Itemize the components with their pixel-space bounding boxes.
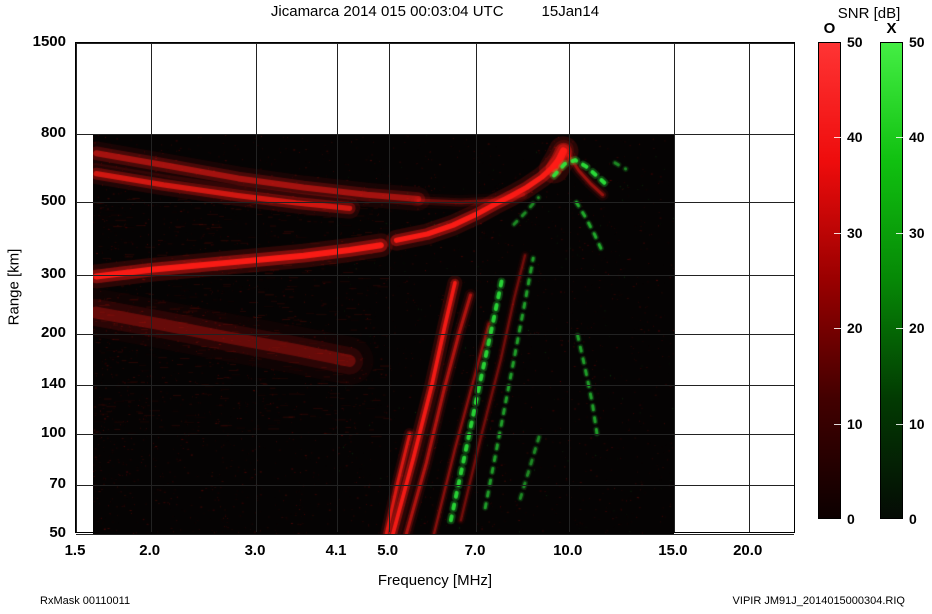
x-tick-label: 10.0 (553, 542, 583, 559)
colorbar-tick-mark (834, 423, 841, 425)
x-tick-label: 4.1 (325, 542, 347, 559)
x-tick-label: 5.0 (377, 542, 399, 559)
x-gridline (150, 43, 152, 532)
y-gridline (76, 275, 794, 277)
colorbar-tick-label: 0 (847, 511, 855, 527)
x-gridline (76, 43, 77, 532)
x-gridline (256, 43, 257, 532)
colorbar-tick-mark (896, 328, 903, 330)
y-tick-label: 70 (49, 475, 66, 493)
colorbar-tick-label: 40 (847, 129, 863, 146)
y-tick-label: 140 (40, 375, 66, 393)
y-axis-title: Range [km] (5, 248, 23, 326)
y-gridline (76, 385, 794, 387)
colorbar-tick-label: 50 (909, 34, 925, 50)
colorbar-title: SNR [dB] (837, 5, 901, 22)
colorbar-tick-label: 30 (847, 224, 863, 241)
colorbar-tick-label: 20 (847, 320, 863, 337)
colorbar-tick-label: 50 (847, 34, 863, 50)
y-tick-label: 800 (40, 123, 66, 141)
colorbar-mode-label-o: O (823, 20, 836, 37)
colorbar-tick-label: 20 (909, 320, 925, 337)
x-gridline (337, 43, 339, 532)
chart-title-date: 15Jan14 (541, 3, 600, 20)
y-tick-label: 1500 (32, 33, 66, 50)
y-gridline (76, 333, 794, 335)
y-gridline (76, 43, 794, 44)
colorbar-tick-mark (834, 328, 841, 330)
colorbar-panel: SNR [dB] O 50 40 30 20 10 0 X 50 40 30 20 10 0 (806, 0, 932, 614)
x-tick-label: 3.0 (244, 542, 266, 559)
colorbar-tick-label: 10 (847, 415, 863, 432)
colorbar-tick-label: 40 (909, 129, 925, 146)
y-tick-label: 50 (49, 524, 66, 541)
y-gridline (76, 133, 794, 135)
colorbar-tick-mark (896, 232, 903, 234)
filename-label: VIPIR JM91J_2014015000304.RIQ (732, 595, 905, 607)
rxmask-label: RxMask 00110011 (40, 595, 131, 607)
colorbar-tick-mark (834, 232, 841, 234)
y-tick-label: 100 (40, 423, 66, 441)
y-tick-label: 500 (40, 191, 66, 209)
x-axis-title: Frequency [MHz] (377, 572, 493, 589)
colorbar-mode-label-x: X (886, 20, 897, 37)
plot-area (75, 42, 795, 535)
chart-title: Jicamarca 2014 015 00:03:04 UTC 15Jan14 (75, 3, 795, 20)
x-tick-label: 7.0 (464, 542, 486, 559)
x-gridline (476, 43, 477, 532)
y-gridline (76, 485, 794, 487)
x-tick-label: 20.0 (733, 542, 763, 559)
x-gridline (748, 43, 750, 532)
colorbar-gradient-x (880, 42, 903, 519)
y-gridline (76, 201, 794, 203)
colorbar-tick-label: 0 (909, 511, 917, 527)
x-gridline (568, 43, 570, 532)
colorbar-tick-mark (896, 423, 903, 425)
colorbar-tick-label: 10 (909, 415, 925, 432)
x-tick-label: 2.0 (139, 542, 161, 559)
y-gridline (76, 534, 794, 535)
x-gridline (673, 43, 675, 532)
x-gridline (388, 43, 390, 532)
y-gridline (76, 433, 794, 435)
colorbar-tick-label: 30 (909, 224, 925, 241)
x-tick-label: 15.0 (658, 542, 688, 559)
x-tick-label: 1.5 (64, 542, 86, 559)
chart-title-text: Jicamarca 2014 015 00:03:04 UTC (270, 3, 504, 20)
y-tick-label: 300 (40, 265, 66, 283)
colorbar-tick-mark (834, 137, 841, 139)
colorbar-tick-mark (896, 137, 903, 139)
colorbar-gradient-o (818, 42, 841, 519)
y-tick-label: 200 (40, 323, 66, 341)
